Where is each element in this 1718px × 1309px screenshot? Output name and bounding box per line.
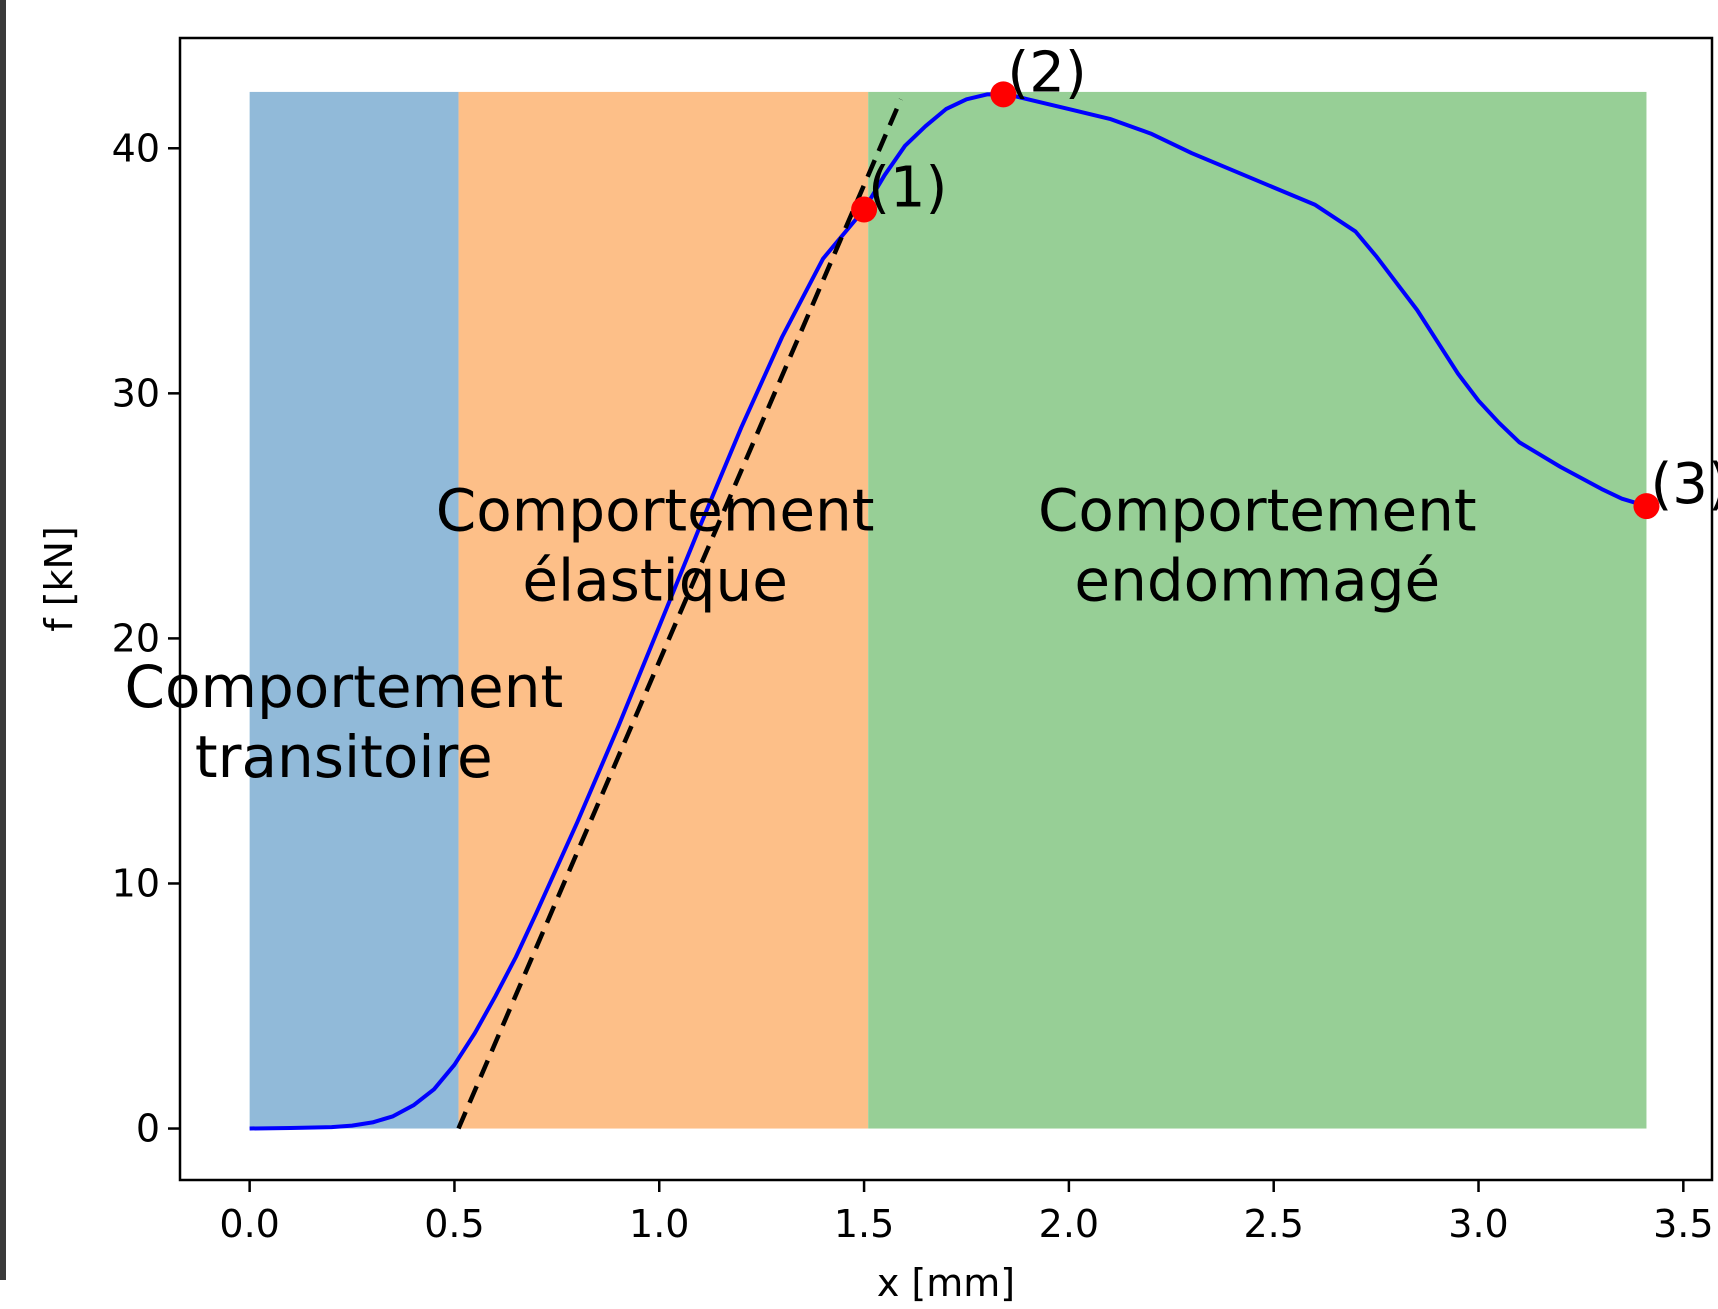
plot-frame xyxy=(178,36,1714,1182)
x-axis-label: x [mm] xyxy=(877,1261,1015,1304)
region-label-2-line-1: Comportement xyxy=(436,477,875,545)
y-tick-label: 20 xyxy=(112,616,160,660)
region-label-3: Comportement endommagé xyxy=(1038,477,1477,615)
regions-layer xyxy=(249,91,1647,1129)
region-label-2-line-2: élastique xyxy=(522,547,788,615)
left-edge-strip xyxy=(0,0,6,1280)
region-2 xyxy=(458,91,869,1129)
y-axis-label: f [kN] xyxy=(37,526,81,632)
x-tick-label: 2.5 xyxy=(1243,1202,1303,1246)
points-layer: (1) (2) (3) xyxy=(851,40,1718,520)
x-tick-label: 1.0 xyxy=(629,1202,689,1246)
region-label-3-line-1: Comportement xyxy=(1038,477,1477,545)
point-marker-3 xyxy=(1633,493,1660,520)
y-tick-label: 10 xyxy=(112,861,160,905)
x-axis-ticks: 0.0 0.5 1.0 1.5 2.0 2.5 3.0 3.5 xyxy=(219,1180,1714,1246)
y-tick-label: 40 xyxy=(112,126,160,170)
x-tick-label: 2.0 xyxy=(1039,1202,1099,1246)
force-displacement-curve xyxy=(249,92,1648,1131)
x-tick-label: 1.5 xyxy=(834,1202,894,1246)
y-tick-label: 30 xyxy=(112,371,160,415)
point-label-3: (3) xyxy=(1650,452,1718,517)
y-axis-ticks: 0 10 20 30 40 xyxy=(112,126,180,1151)
point-label-2: (2) xyxy=(1007,40,1086,105)
y-tick-label: 0 xyxy=(136,1107,160,1151)
x-tick-label: 3.5 xyxy=(1653,1202,1713,1246)
x-tick-label: 0.5 xyxy=(424,1202,484,1246)
x-tick-label: 0.0 xyxy=(219,1202,279,1246)
region-label-1-line-1: Comportement xyxy=(124,653,563,721)
point-marker-1 xyxy=(851,196,878,223)
region-3 xyxy=(868,91,1647,1129)
region-label-2: Comportement élastique xyxy=(436,477,875,615)
x-tick-label: 3.0 xyxy=(1448,1202,1508,1246)
region-label-1-line-2: transitoire xyxy=(195,723,493,791)
tangent-dashed-line xyxy=(456,98,903,1130)
region-label-1: Comportement transitoire xyxy=(124,653,563,791)
point-label-1: (1) xyxy=(868,156,947,221)
point-marker-2 xyxy=(990,81,1017,108)
region-label-3-line-2: endommagé xyxy=(1074,547,1440,615)
series-layer xyxy=(249,92,1648,1131)
region-1 xyxy=(249,91,459,1129)
